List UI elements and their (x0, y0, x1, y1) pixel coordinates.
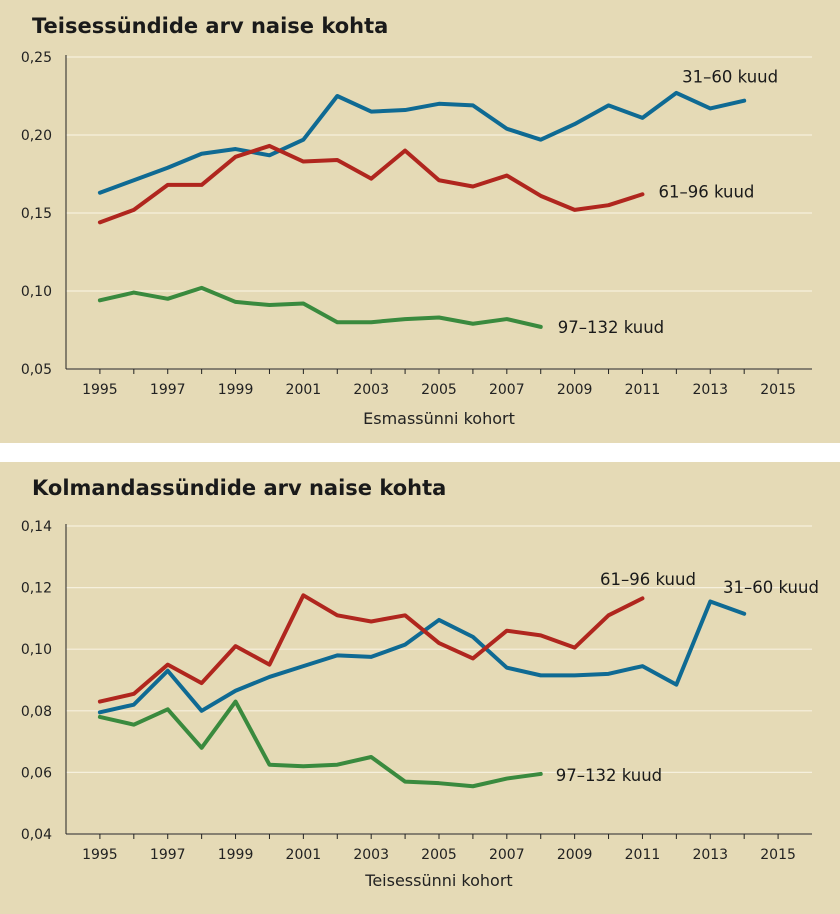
y-tick-label: 0,04 (21, 827, 52, 843)
y-tick-label: 0,08 (21, 704, 52, 720)
x-tick-label: 2011 (625, 382, 661, 398)
x-tick-label: 2015 (760, 847, 796, 863)
chart-svg: 0,05 0,10 0,15 0,20 0,25 1995 1997 1999 2001 2003… (21, 50, 812, 428)
series-label: 97–132 kuud (556, 766, 662, 785)
x-tick-label: 2003 (353, 382, 389, 398)
chart-svg: 0,04 0,06 0,08 0,10 0,12 0,14 1995 1997 1999 2001… (21, 519, 819, 890)
chart-panel-third-births: Kolmandassündide arv naise kohta 0,04 0,0… (0, 462, 840, 914)
y-tick-label: 0,05 (21, 362, 52, 378)
x-tick-label: 2009 (557, 382, 593, 398)
x-axis-title: Teisessünni kohort (364, 871, 512, 890)
x-tick-label: 2007 (489, 382, 525, 398)
x-tick-label: 2005 (421, 847, 457, 863)
series-label: 97–132 kuud (558, 318, 664, 337)
x-tick-label: 2013 (692, 382, 728, 398)
x-tick-label: 1995 (82, 847, 118, 863)
x-tick-label: 2005 (421, 382, 457, 398)
x-tick-label: 1997 (150, 382, 186, 398)
x-tick-label: 2001 (286, 847, 322, 863)
x-tick-label: 1999 (218, 382, 254, 398)
x-tick-label: 2009 (557, 847, 593, 863)
series-label: 61–96 kuud (658, 182, 754, 201)
series-line (97, 699, 543, 789)
x-tick-label: 2015 (760, 382, 796, 398)
x-tick-label: 1995 (82, 382, 118, 398)
y-tick-label: 0,20 (21, 128, 52, 144)
x-tick-label: 1997 (150, 847, 186, 863)
chart-title: Teisessündide arv naise kohta (32, 14, 389, 38)
y-tick-label: 0,10 (21, 284, 52, 300)
x-tick-label: 2011 (625, 847, 661, 863)
y-tick-label: 0,10 (21, 642, 52, 658)
x-tick-label: 2013 (692, 847, 728, 863)
x-tick-label: 2003 (353, 847, 389, 863)
y-tick-label: 0,25 (21, 50, 52, 66)
chart-panel-second-births: Teisessündide arv naise kohta 0,05 0,10 0,… (0, 0, 840, 443)
y-tick-label: 0,06 (21, 765, 52, 781)
series-label: 31–60 kuud (682, 68, 778, 87)
series-line (97, 599, 747, 715)
y-tick-label: 0,14 (21, 519, 52, 535)
series-line (97, 90, 747, 195)
x-tick-label: 2007 (489, 847, 525, 863)
x-tick-label: 1999 (218, 847, 254, 863)
series-line (97, 285, 543, 329)
series-line (97, 143, 645, 225)
series-label: 61–96 kuud (600, 570, 696, 589)
series-label: 31–60 kuud (723, 578, 819, 597)
x-axis-title: Esmassünni kohort (363, 409, 515, 428)
x-tick-label: 2001 (286, 382, 322, 398)
chart-title: Kolmandassündide arv naise kohta (32, 476, 447, 500)
y-tick-label: 0,15 (21, 206, 52, 222)
y-tick-label: 0,12 (21, 581, 52, 597)
